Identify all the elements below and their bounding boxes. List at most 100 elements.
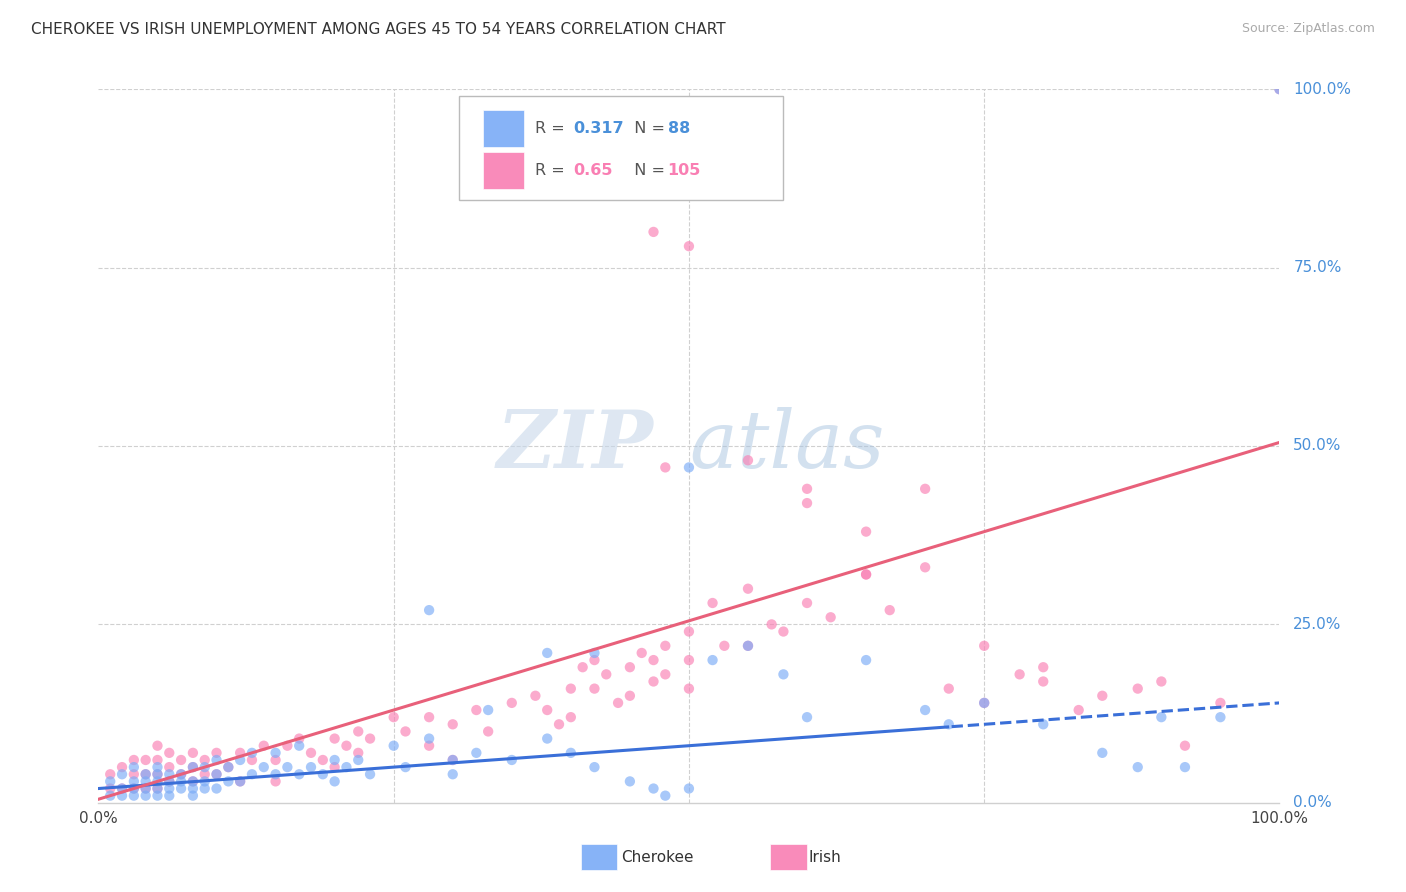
Point <box>157 767 180 781</box>
Point <box>477 703 499 717</box>
Point <box>441 717 464 731</box>
Point <box>643 225 665 239</box>
Text: atlas: atlas <box>689 408 884 484</box>
Point <box>157 760 180 774</box>
Point <box>98 789 121 803</box>
Point <box>441 767 464 781</box>
Point <box>1174 760 1197 774</box>
Point <box>737 639 759 653</box>
Point <box>441 753 464 767</box>
Point <box>914 560 936 574</box>
Point <box>678 239 700 253</box>
Point <box>654 667 676 681</box>
Point <box>560 746 582 760</box>
Point <box>323 753 346 767</box>
Point <box>772 624 794 639</box>
Point <box>796 710 818 724</box>
Point <box>560 710 582 724</box>
Point <box>654 460 676 475</box>
Point <box>382 739 405 753</box>
Point <box>157 774 180 789</box>
Point <box>524 689 547 703</box>
Point <box>654 789 676 803</box>
Point <box>536 703 558 717</box>
Text: N =: N = <box>624 121 671 136</box>
Text: N =: N = <box>624 163 671 178</box>
Point <box>796 496 818 510</box>
Point <box>181 760 204 774</box>
Point <box>170 767 193 781</box>
Point <box>146 774 169 789</box>
Point <box>713 639 735 653</box>
Point <box>359 731 381 746</box>
Point <box>560 681 582 696</box>
Point <box>737 639 759 653</box>
Point <box>501 696 523 710</box>
Point <box>938 717 960 731</box>
Point <box>205 746 228 760</box>
Point <box>501 753 523 767</box>
Point <box>181 774 204 789</box>
Text: 0.0%: 0.0% <box>1294 796 1331 810</box>
Point <box>418 710 440 724</box>
Point <box>583 681 606 696</box>
Point <box>240 767 263 781</box>
Point <box>678 460 700 475</box>
Point <box>737 453 759 467</box>
Point <box>122 774 145 789</box>
Point <box>312 753 335 767</box>
Point <box>323 731 346 746</box>
Point <box>643 674 665 689</box>
Point <box>205 767 228 781</box>
Point <box>181 746 204 760</box>
Point <box>548 717 571 731</box>
Point <box>536 731 558 746</box>
Point <box>264 746 287 760</box>
Point <box>135 789 157 803</box>
Point <box>1067 703 1090 717</box>
Point <box>465 703 488 717</box>
Text: Cherokee: Cherokee <box>621 850 695 864</box>
Point <box>217 760 239 774</box>
Point <box>157 774 180 789</box>
Point <box>347 724 370 739</box>
Point <box>678 624 700 639</box>
Point <box>323 774 346 789</box>
Point <box>583 646 606 660</box>
Point <box>264 767 287 781</box>
Point <box>879 603 901 617</box>
Text: Source: ZipAtlas.com: Source: ZipAtlas.com <box>1241 22 1375 36</box>
Point <box>914 703 936 717</box>
Point <box>394 724 416 739</box>
Point <box>973 696 995 710</box>
Point <box>299 760 322 774</box>
Point <box>335 760 357 774</box>
Point <box>973 696 995 710</box>
Point <box>276 760 298 774</box>
Point <box>181 781 204 796</box>
Point <box>1209 710 1232 724</box>
Point <box>205 753 228 767</box>
Point <box>146 767 169 781</box>
Text: 75.0%: 75.0% <box>1294 260 1341 275</box>
Point <box>146 760 169 774</box>
Point <box>938 681 960 696</box>
Point <box>288 739 311 753</box>
Point <box>571 660 593 674</box>
Point <box>170 767 193 781</box>
FancyBboxPatch shape <box>458 96 783 200</box>
Point <box>122 753 145 767</box>
Point <box>583 760 606 774</box>
Point <box>253 760 276 774</box>
Text: 25.0%: 25.0% <box>1294 617 1341 632</box>
Point <box>181 789 204 803</box>
Point <box>1032 674 1054 689</box>
Point <box>229 774 252 789</box>
Point <box>536 646 558 660</box>
Point <box>135 781 157 796</box>
Point <box>678 781 700 796</box>
Point <box>583 653 606 667</box>
Point <box>111 781 134 796</box>
Point <box>1209 696 1232 710</box>
Point <box>394 760 416 774</box>
